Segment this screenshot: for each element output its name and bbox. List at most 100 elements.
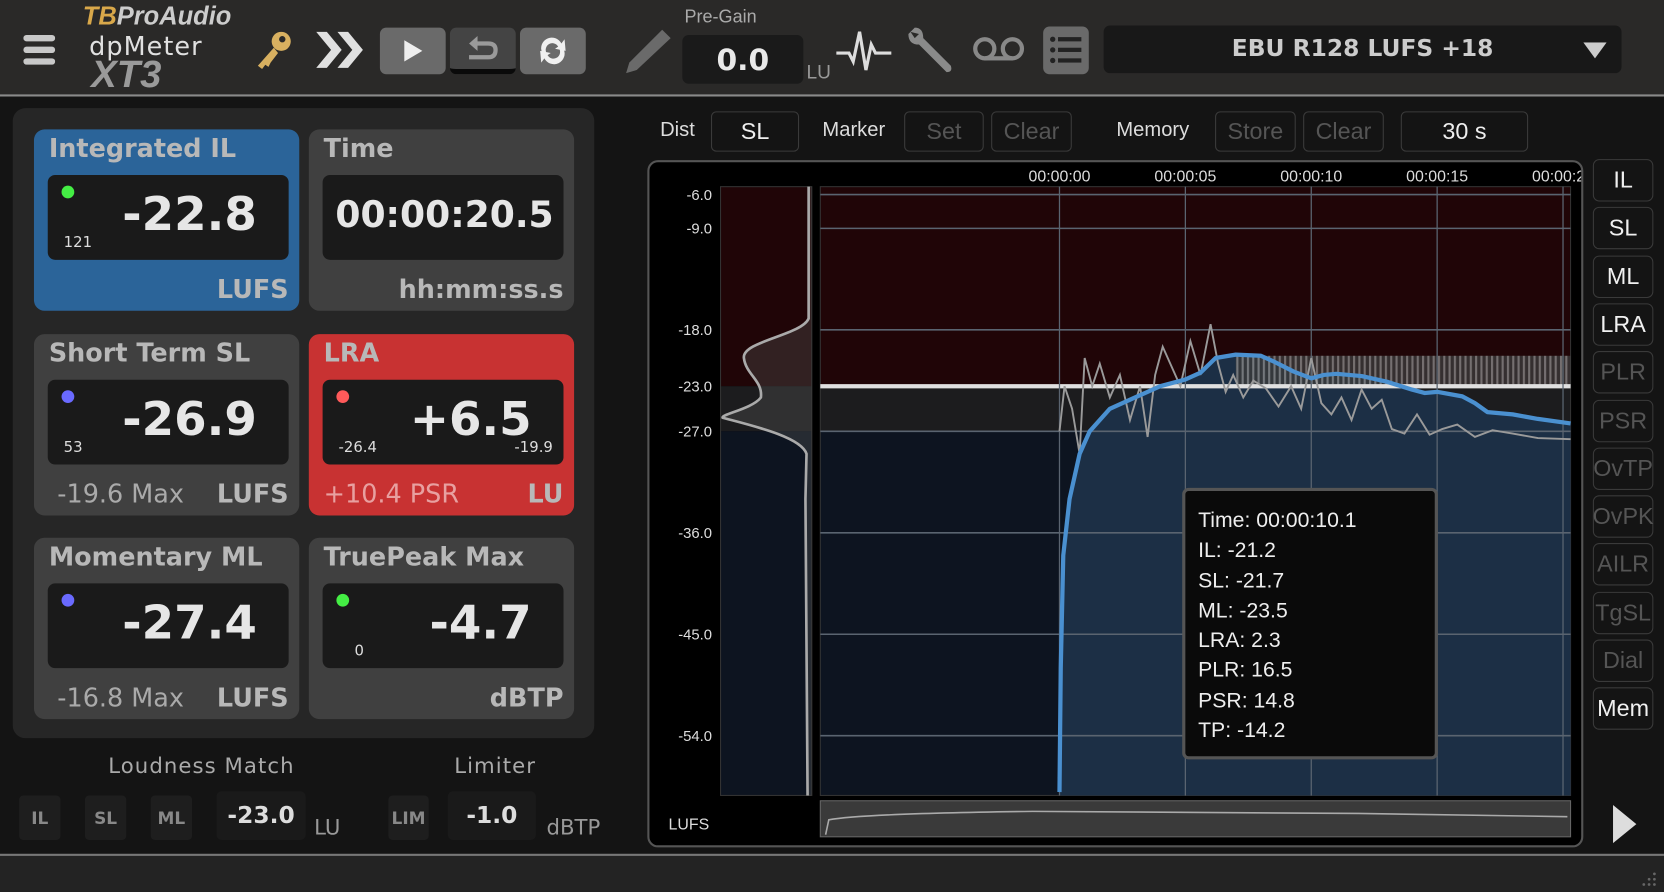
play-button[interactable]	[379, 27, 446, 75]
fast-forward-icon[interactable]	[314, 30, 365, 70]
sync-button[interactable]	[519, 27, 586, 75]
chart-toggle-ovtp[interactable]: OvTP	[1592, 447, 1654, 490]
tooltip-line: IL: -21.2	[1198, 539, 1276, 563]
meter-count: 53	[63, 439, 83, 457]
meter-unit: hh:mm:ss.s	[398, 274, 564, 305]
target-band-region	[720, 386, 812, 432]
chart-toggle-ailr[interactable]: AILR	[1592, 543, 1654, 586]
chart-toggle-plr[interactable]: PLR	[1592, 351, 1654, 394]
memory-label: Memory	[1116, 118, 1190, 142]
loudness-match-sl-button[interactable]: SL	[84, 795, 127, 840]
limiter-button[interactable]: LIM	[388, 795, 429, 840]
above-target-region	[720, 186, 812, 387]
preset-dropdown[interactable]: EBU R128 LUFS +18	[1103, 25, 1622, 74]
loudness-match-il-button[interactable]: IL	[19, 795, 61, 840]
tooltip-line: Time: 00:00:10.1	[1198, 509, 1357, 533]
memory-clear-button[interactable]: Clear	[1303, 111, 1384, 152]
marker-clear-button[interactable]: Clear	[991, 111, 1072, 152]
meter-display: -4.7 0	[322, 583, 564, 669]
x-tick-label: 00:00:15	[1406, 168, 1468, 185]
integrated-meter-card[interactable]: Integrated IL -22.8 121 LUFS	[33, 129, 300, 311]
status-dot-icon	[61, 185, 75, 199]
y-tick-label: -6.0	[686, 188, 712, 204]
below-target-region	[720, 431, 812, 796]
il-series-line	[1057, 352, 1571, 793]
overview-strip	[819, 800, 1572, 838]
chart-toggle-ovpk[interactable]: OvPK	[1593, 495, 1654, 538]
tooltip-line: TP: -14.2	[1198, 719, 1286, 743]
dist-select[interactable]: SL	[711, 111, 800, 152]
meter-unit: LU	[527, 479, 564, 510]
play-icon	[404, 40, 423, 62]
preset-value: EBU R128 LUFS +18	[1231, 36, 1494, 63]
lra-high: -19.9	[514, 439, 553, 457]
x-tick-label: 00:00:10	[1280, 168, 1342, 185]
list-button[interactable]	[1043, 26, 1089, 75]
y-tick-label: -18.0	[678, 323, 712, 339]
marker-set-button[interactable]: Set	[904, 111, 984, 152]
tooltip-line: PSR: 14.8	[1198, 689, 1295, 713]
chart-toggle-dial[interactable]: Dial	[1592, 639, 1654, 682]
short-term-meter-card[interactable]: Short Term SL -26.9 53 -19.6 Max LUFS	[33, 334, 300, 516]
key-icon[interactable]	[253, 30, 293, 70]
time-window-select[interactable]: 30 s	[1400, 111, 1529, 152]
loudness-match-ml-button[interactable]: ML	[150, 795, 193, 840]
meter-sub: -16.8 Max	[57, 683, 184, 713]
expand-arrow-icon[interactable]	[1611, 804, 1639, 844]
chart-toggle-il[interactable]: IL	[1592, 159, 1654, 202]
logo-brand: TBProAudio	[82, 2, 232, 31]
status-dot-icon	[61, 593, 75, 607]
chart-toggle-sl[interactable]: SL	[1592, 207, 1654, 250]
truepeak-meter-card[interactable]: TruePeak Max -4.7 0 dBTP	[308, 537, 575, 720]
status-dot-icon	[61, 390, 75, 404]
lra-meter-card[interactable]: LRA +6.5 -26.4 -19.9 +10.4 PSR LU	[308, 334, 575, 516]
pregain-input[interactable]: 0.0	[682, 34, 804, 84]
chart-toggle-ml[interactable]: ML	[1592, 255, 1654, 298]
chart-tooltip: Time: 00:00:10.1 IL: -21.2 SL: -21.7 ML: -2…	[1182, 487, 1438, 760]
meter-unit: LUFS	[216, 274, 289, 305]
meter-title: Integrated IL	[48, 133, 237, 164]
lra-range-band	[1235, 355, 1571, 387]
y-tick-label: -54.0	[678, 729, 712, 745]
y-tick-label: -9.0	[686, 222, 712, 238]
meter-display: +6.5 -26.4 -19.9	[322, 379, 564, 465]
chart-svg: -6.0 -9.0 -18.0 -23.0 -27.0 -36.0 -45.0 -54.0 00…	[678, 168, 1583, 838]
chart-toggle-mem[interactable]: Mem	[1592, 687, 1654, 731]
memory-store-button[interactable]: Store	[1215, 111, 1296, 152]
chart-toggle-tgsl[interactable]: TgSL	[1592, 591, 1654, 634]
reset-button[interactable]	[449, 27, 516, 75]
chart-toggle-lra[interactable]: LRA	[1592, 303, 1654, 346]
pregain-unit: LU	[806, 61, 831, 83]
overview-line	[824, 810, 1568, 835]
status-bar	[0, 853, 1664, 892]
x-tick-label: 00:00:20	[1532, 168, 1583, 185]
pregain-label: Pre-Gain	[684, 6, 757, 27]
resize-grip-icon[interactable]	[1638, 869, 1657, 888]
meter-unit: LUFS	[216, 683, 289, 713]
momentary-meter-card[interactable]: Momentary ML -27.4 -16.8 Max LUFS	[33, 537, 300, 720]
menu-icon[interactable]	[23, 34, 56, 65]
loudness-history-chart[interactable]: -6.0 -9.0 -18.0 -23.0 -27.0 -36.0 -45.0 -54.0 00…	[647, 160, 1584, 848]
limiter-label: Limiter	[454, 753, 537, 779]
meter-display: -26.9 53	[47, 379, 289, 465]
limiter-ceiling-input[interactable]: -1.0	[447, 791, 536, 840]
wrench-icon[interactable]	[904, 25, 955, 76]
chart-toggle-psr[interactable]: PSR	[1592, 399, 1654, 442]
meter-sub: -19.6 Max	[57, 479, 184, 510]
x-tick-label: 00:00:05	[1154, 168, 1216, 185]
list-icon	[1050, 36, 1082, 64]
meter-value: -27.4	[122, 596, 257, 651]
pencil-icon[interactable]	[624, 28, 673, 75]
meter-value: -26.9	[122, 392, 257, 447]
meter-title: Momentary ML	[48, 541, 263, 572]
meter-title: Time	[323, 133, 394, 164]
chevron-down-icon	[1583, 42, 1607, 59]
meter-value: +6.5	[409, 392, 532, 447]
y-tick-label: -45.0	[678, 628, 712, 644]
time-meter-card[interactable]: Time 00:00:20.5 hh:mm:ss.s	[308, 129, 575, 311]
loudness-match-target-input[interactable]: -23.0	[216, 791, 306, 840]
meter-title: LRA	[323, 338, 380, 369]
waveform-icon[interactable]	[836, 28, 892, 75]
tape-icon[interactable]	[972, 36, 1025, 64]
y-tick-label: -27.0	[678, 425, 712, 441]
